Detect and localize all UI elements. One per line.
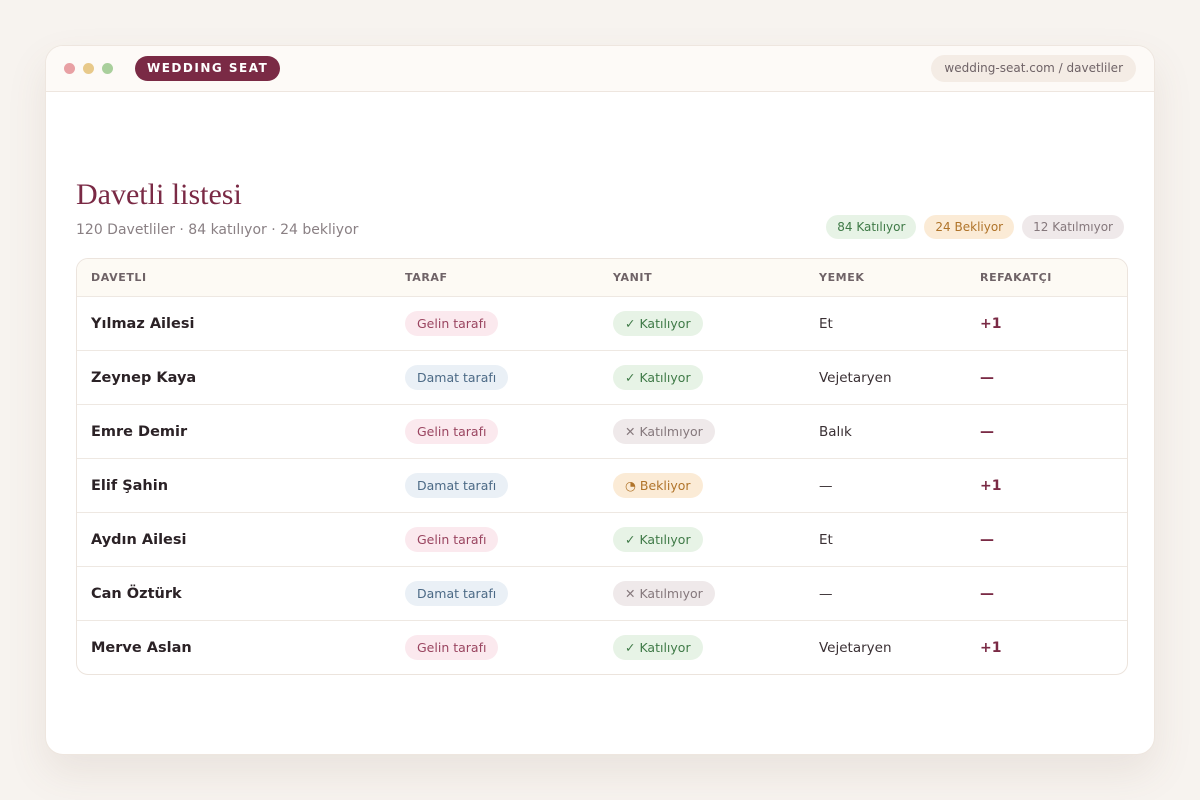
response-tag: ✓ Katılıyor: [613, 311, 703, 336]
cell: Can Öztürk: [91, 567, 182, 620]
status-badge[interactable]: 24 Bekliyor: [924, 215, 1015, 239]
cell: Emre Demir: [91, 405, 187, 458]
cell: ✓ Katılıyor: [613, 297, 703, 350]
guest-name: Can Öztürk: [91, 585, 182, 602]
side-tag: Damat tarafı: [405, 581, 509, 606]
guest-name: Elif Şahin: [91, 477, 169, 494]
plus-one: —: [980, 369, 994, 386]
guest-name: Yılmaz Ailesi: [91, 315, 195, 332]
response-tag: ◔ Bekliyor: [613, 473, 703, 498]
guest-row[interactable]: Can Öztürk Damat tarafı ✕ Katılmıyor — —: [77, 566, 1127, 620]
column-header: REFAKATÇI: [980, 271, 1053, 284]
side-tag: Gelin tarafı: [405, 527, 499, 552]
guest-row[interactable]: Zeynep Kaya Damat tarafı ✓ Katılıyor Vejeta…: [77, 350, 1127, 404]
guest-row[interactable]: Merve Aslan Gelin tarafı ✓ Katılıyor Vejeta…: [77, 620, 1127, 674]
guest-name: Zeynep Kaya: [91, 369, 197, 386]
summary-badges: 84 Katılıyor 24 Bekliyor 12 Katılmıyor: [826, 215, 1124, 239]
cell: ✕ Katılmıyor: [613, 405, 715, 458]
guest-name: Emre Demir: [91, 423, 188, 440]
cell: Damat tarafı: [405, 567, 509, 620]
cell: Et: [819, 513, 833, 566]
cell: Aydın Ailesi: [91, 513, 186, 566]
window-dot[interactable]: [83, 63, 94, 74]
cell: Vejetaryen: [819, 621, 892, 674]
window-dot[interactable]: [102, 63, 113, 74]
cell: Gelin tarafı: [405, 513, 499, 566]
meal: —: [819, 585, 833, 602]
response-tag: ✕ Katılmıyor: [613, 581, 715, 606]
cell: Balık: [819, 405, 852, 458]
cell: Et: [819, 297, 833, 350]
cell: Gelin tarafı: [405, 405, 499, 458]
side-tag: Damat tarafı: [405, 365, 509, 390]
plus-one: +1: [980, 477, 1002, 494]
cell: ✕ Katılmıyor: [613, 567, 715, 620]
meal: Vejetaryen: [819, 639, 892, 656]
guest-row[interactable]: Yılmaz Ailesi Gelin tarafı ✓ Katılıyor Et +1: [77, 296, 1127, 350]
cell: Gelin tarafı: [405, 621, 499, 674]
cell: —: [980, 351, 994, 404]
meal: Et: [819, 531, 833, 548]
side-tag: Damat tarafı: [405, 473, 509, 498]
column-header: DAVETLI: [91, 271, 147, 284]
cell: Elif Şahin: [91, 459, 168, 512]
cell: —: [980, 567, 994, 620]
browser-window: WEDDING SEAT wedding-seat.com / davetlil…: [45, 45, 1155, 755]
page-title: Davetli listesi: [76, 178, 242, 211]
cell: ✓ Katılıyor: [613, 351, 703, 404]
side-tag: Gelin tarafı: [405, 419, 499, 444]
plus-one: +1: [980, 639, 1002, 656]
meal: Balık: [819, 423, 852, 440]
cell: ◔ Bekliyor: [613, 459, 703, 512]
cell: Gelin tarafı: [405, 297, 499, 350]
guest-table: DAVETLI TARAF YANIT YEMEK REFAKATÇI Yılmaz Ai…: [76, 258, 1128, 675]
cell: ✓ Katılıyor: [613, 621, 703, 674]
cell: —: [980, 513, 994, 566]
subtitle: 120 Davetliler · 84 katılıyor · 24 bekli…: [76, 222, 359, 238]
cell: Damat tarafı: [405, 351, 509, 404]
cell: Damat tarafı: [405, 459, 509, 512]
cell: —: [819, 567, 833, 620]
cell: Vejetaryen: [819, 351, 892, 404]
column-header: YANIT: [613, 271, 653, 284]
meal: Vejetaryen: [819, 369, 892, 386]
guest-row[interactable]: Aydın Ailesi Gelin tarafı ✓ Katılıyor Et —: [77, 512, 1127, 566]
cell: +1: [980, 459, 1001, 512]
response-tag: ✓ Katılıyor: [613, 365, 703, 390]
guest-row[interactable]: Elif Şahin Damat tarafı ◔ Bekliyor — +1: [77, 458, 1127, 512]
url-bar[interactable]: wedding-seat.com / davetliler: [931, 55, 1136, 82]
cell: Zeynep Kaya: [91, 351, 196, 404]
cell: —: [980, 405, 994, 458]
table-header: DAVETLI TARAF YANIT YEMEK REFAKATÇI: [77, 259, 1127, 296]
plus-one: —: [980, 531, 994, 548]
response-tag: ✕ Katılmıyor: [613, 419, 715, 444]
side-tag: Gelin tarafı: [405, 311, 499, 336]
meal: —: [819, 477, 833, 494]
window-dot[interactable]: [64, 63, 75, 74]
plus-one: +1: [980, 315, 1002, 332]
meal: Et: [819, 315, 833, 332]
title-bar: WEDDING SEAT wedding-seat.com / davetlil…: [46, 46, 1154, 92]
status-badge[interactable]: 12 Katılmıyor: [1022, 215, 1124, 239]
column-header: YEMEK: [819, 271, 865, 284]
status-badge[interactable]: 84 Katılıyor: [826, 215, 917, 239]
guest-row[interactable]: Emre Demir Gelin tarafı ✕ Katılmıyor Balık —: [77, 404, 1127, 458]
plus-one: —: [980, 585, 994, 602]
side-tag: Gelin tarafı: [405, 635, 499, 660]
cell: +1: [980, 297, 1001, 350]
plus-one: —: [980, 423, 994, 440]
guest-name: Merve Aslan: [91, 639, 192, 656]
cell: Merve Aslan: [91, 621, 192, 674]
response-tag: ✓ Katılıyor: [613, 527, 703, 552]
cell: Yılmaz Ailesi: [91, 297, 194, 350]
response-tag: ✓ Katılıyor: [613, 635, 703, 660]
column-header: TARAF: [405, 271, 448, 284]
brand[interactable]: WEDDING SEAT: [135, 56, 281, 81]
guest-name: Aydın Ailesi: [91, 531, 187, 548]
cell: ✓ Katılıyor: [613, 513, 703, 566]
cell: —: [819, 459, 833, 512]
cell: +1: [980, 621, 1001, 674]
